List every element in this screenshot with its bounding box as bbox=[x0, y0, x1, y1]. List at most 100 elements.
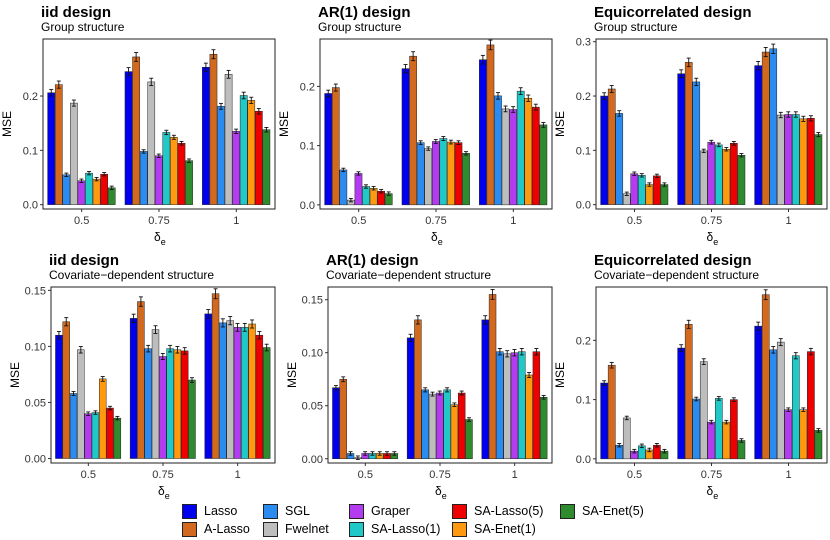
bar-a-lasso-0_5 bbox=[331, 87, 340, 206]
legend-label: Graper bbox=[371, 504, 410, 518]
bar-sa-lasso-1--0_5 bbox=[638, 175, 646, 205]
bar-sa-lasso-5--0_75 bbox=[458, 392, 466, 459]
panel-border bbox=[319, 38, 553, 210]
y-axis-label: MSE bbox=[0, 111, 14, 137]
bar-graper-0_5 bbox=[630, 173, 639, 205]
panel-border bbox=[42, 38, 276, 210]
bar-sa-lasso-5--0_75 bbox=[181, 350, 189, 459]
x-axis-label-subscript: e bbox=[713, 491, 718, 501]
x-tick-label: 0.5 bbox=[81, 469, 96, 481]
bar-sgl-0_75 bbox=[416, 142, 425, 206]
y-tick-label: 0.3 bbox=[576, 37, 591, 49]
y-axis-label: MSE bbox=[277, 111, 291, 137]
bar-sa-lasso-5--1 bbox=[532, 351, 541, 460]
bar-lasso-0_75 bbox=[406, 337, 415, 460]
y-tick-label: 0.10 bbox=[25, 341, 46, 353]
panel-6: Equicorrelated designCovariate−dependent… bbox=[553, 252, 828, 501]
y-tick-label: 0.10 bbox=[302, 348, 323, 360]
bar-sa-enet-5--0_75 bbox=[462, 153, 470, 206]
bar-a-lasso-0_75 bbox=[132, 56, 140, 205]
y-tick-label: 0.0 bbox=[300, 200, 315, 212]
x-axis-label: δe bbox=[431, 230, 443, 247]
bar-sa-lasso-1--0_75 bbox=[439, 138, 448, 206]
panel-title: Equicorrelated design bbox=[594, 252, 752, 269]
panel-border bbox=[595, 38, 828, 210]
legend-label: SGL bbox=[285, 504, 311, 518]
bar-sa-lasso-1--0_5 bbox=[91, 412, 100, 459]
legend-label: Fwelnet bbox=[285, 522, 329, 536]
bar-lasso-0_5 bbox=[600, 382, 608, 460]
legend-swatch bbox=[349, 521, 364, 537]
bar-sgl-0_75 bbox=[144, 348, 152, 459]
legend-item-a-lasso: A-Lasso bbox=[182, 520, 250, 538]
bar-a-lasso-0_5 bbox=[339, 378, 347, 460]
legend-swatch bbox=[263, 503, 278, 519]
bar-lasso-0_5 bbox=[47, 92, 56, 205]
bar-fwelnet-0_75 bbox=[424, 148, 433, 206]
bar-sa-lasso-1--0_5 bbox=[85, 172, 93, 205]
bar-sa-lasso-5--0_75 bbox=[177, 143, 186, 205]
legend: Lasso A-Lasso SGL Fwelnet Graper SA-Lasso(1) S… bbox=[182, 502, 652, 538]
bar-graper-1 bbox=[232, 131, 240, 205]
bar-lasso-1 bbox=[754, 325, 762, 460]
bar-lasso-0_75 bbox=[677, 347, 685, 460]
x-tick-label: 0.75 bbox=[148, 215, 169, 227]
bar-sa-lasso-5--0_5 bbox=[100, 173, 108, 205]
bar-sa-enet-5--1 bbox=[814, 430, 823, 460]
bar-fwelnet-0_75 bbox=[147, 81, 156, 205]
panel-border bbox=[327, 286, 553, 464]
bar-sa-lasso-5--1 bbox=[807, 351, 815, 460]
bar-fwelnet-0_75 bbox=[428, 393, 437, 459]
bar-sa-lasso-1--1 bbox=[516, 90, 525, 206]
bar-sa-lasso-1--0_75 bbox=[715, 144, 723, 205]
bar-sa-lasso-5--0_5 bbox=[106, 407, 114, 459]
bar-lasso-0_75 bbox=[677, 73, 685, 205]
bar-sgl-0_75 bbox=[421, 389, 429, 460]
bar-sa-enet-5--1 bbox=[539, 124, 548, 206]
bar-fwelnet-1 bbox=[224, 74, 233, 205]
bar-sa-lasso-1--0_75 bbox=[715, 398, 723, 460]
bar-sa-lasso-1--1 bbox=[518, 351, 526, 460]
bar-sgl-0_5 bbox=[62, 174, 71, 205]
bar-sgl-1 bbox=[769, 349, 778, 460]
y-axis-label: MSE bbox=[553, 111, 567, 137]
bar-sgl-0_75 bbox=[139, 151, 148, 205]
y-axis-label: MSE bbox=[285, 362, 299, 388]
x-axis-label-symbol: δ bbox=[707, 230, 714, 244]
x-axis-label: δe bbox=[154, 230, 166, 247]
bar-sa-enet-1--0_75 bbox=[170, 137, 178, 205]
y-tick-label: 0.1 bbox=[576, 395, 591, 407]
bar-fwelnet-1 bbox=[226, 320, 234, 459]
x-axis-label-subscript: e bbox=[713, 237, 718, 247]
bar-lasso-0_75 bbox=[124, 71, 133, 205]
bar-sgl-1 bbox=[217, 106, 225, 205]
bar-graper-0_75 bbox=[159, 356, 167, 459]
legend-swatch bbox=[560, 503, 575, 519]
bar-sgl-0_75 bbox=[692, 398, 701, 460]
bar-sa-lasso-5--1 bbox=[255, 334, 264, 459]
bar-sa-lasso-1--0_75 bbox=[162, 132, 171, 205]
bar-sgl-0_75 bbox=[692, 81, 701, 205]
bar-graper-1 bbox=[784, 114, 793, 205]
bar-lasso-0_5 bbox=[332, 387, 340, 460]
bar-sa-lasso-1--1 bbox=[241, 327, 249, 459]
x-tick-label: 1 bbox=[512, 469, 518, 481]
legend-swatch bbox=[349, 503, 364, 519]
bar-graper-0_5 bbox=[84, 413, 92, 459]
legend-item-sgl: SGL bbox=[263, 502, 310, 520]
legend-label: A-Lasso bbox=[204, 522, 250, 536]
x-tick-label: 0.5 bbox=[627, 215, 642, 227]
bar-sa-lasso-1--0_75 bbox=[443, 389, 451, 460]
bar-a-lasso-0_5 bbox=[607, 88, 616, 205]
bar-sa-lasso-5--0_75 bbox=[454, 142, 463, 206]
y-tick-label: 0.2 bbox=[300, 81, 315, 93]
panel-subtitle: Group structure bbox=[318, 20, 402, 34]
bar-graper-1 bbox=[509, 109, 517, 206]
bar-sa-enet-1--0_75 bbox=[173, 349, 182, 459]
bar-lasso-1 bbox=[204, 313, 212, 459]
bar-a-lasso-1 bbox=[211, 293, 220, 459]
